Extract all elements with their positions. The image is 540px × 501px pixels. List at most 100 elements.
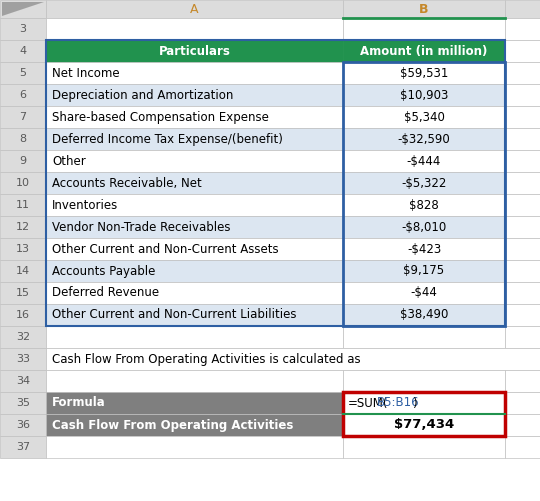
Text: 4: 4 — [19, 46, 26, 56]
Bar — [0, 414, 46, 436]
Bar — [505, 18, 540, 40]
Bar — [0, 84, 46, 106]
Bar — [46, 128, 343, 150]
Bar — [505, 40, 540, 62]
Text: 9: 9 — [19, 156, 26, 166]
Text: 14: 14 — [16, 266, 30, 276]
Text: Depreciation and Amortization: Depreciation and Amortization — [52, 89, 233, 102]
Text: 13: 13 — [16, 244, 30, 254]
Bar — [505, 106, 540, 128]
Text: Share-based Compensation Expense: Share-based Compensation Expense — [52, 111, 269, 124]
Text: -$5,322: -$5,322 — [401, 176, 447, 189]
Text: -$44: -$44 — [410, 287, 437, 300]
Text: 11: 11 — [16, 200, 30, 210]
Bar — [505, 62, 540, 84]
Bar — [0, 436, 46, 458]
Bar — [505, 84, 540, 106]
Bar — [505, 172, 540, 194]
Text: 3: 3 — [19, 24, 26, 34]
Bar — [343, 436, 505, 458]
Text: Other Current and Non-Current Liabilities: Other Current and Non-Current Liabilitie… — [52, 309, 296, 322]
Bar — [46, 62, 343, 84]
Text: Particulars: Particulars — [159, 45, 231, 58]
Bar — [46, 238, 343, 260]
Bar — [0, 392, 46, 414]
Bar — [343, 326, 505, 348]
Text: 34: 34 — [16, 376, 30, 386]
Bar — [0, 40, 46, 62]
Bar — [505, 0, 540, 18]
Text: 35: 35 — [16, 398, 30, 408]
Text: =SUM(: =SUM( — [348, 396, 388, 409]
Text: 16: 16 — [16, 310, 30, 320]
Bar — [505, 238, 540, 260]
Bar — [46, 348, 540, 370]
Bar — [343, 0, 505, 18]
Text: Cash Flow From Operating Activities: Cash Flow From Operating Activities — [52, 418, 293, 431]
Bar — [0, 282, 46, 304]
Text: $9,175: $9,175 — [403, 265, 444, 278]
Bar — [46, 216, 343, 238]
Bar — [46, 414, 343, 436]
Text: $77,434: $77,434 — [394, 418, 454, 431]
Bar — [343, 62, 505, 84]
Bar — [343, 40, 505, 62]
Text: Accounts Payable: Accounts Payable — [52, 265, 156, 278]
Bar — [343, 238, 505, 260]
Bar — [505, 216, 540, 238]
Text: Deferred Revenue: Deferred Revenue — [52, 287, 159, 300]
Text: Net Income: Net Income — [52, 67, 120, 80]
Text: A: A — [190, 3, 199, 16]
Text: 33: 33 — [16, 354, 30, 364]
Text: 6: 6 — [19, 90, 26, 100]
Bar — [343, 194, 505, 216]
Bar — [343, 392, 505, 414]
Bar — [0, 216, 46, 238]
Bar — [343, 18, 505, 40]
Text: Accounts Receivable, Net: Accounts Receivable, Net — [52, 176, 202, 189]
Bar — [343, 304, 505, 326]
Bar — [46, 84, 343, 106]
Bar — [46, 172, 343, 194]
Bar — [343, 282, 505, 304]
Text: Other: Other — [52, 154, 86, 167]
Bar — [505, 194, 540, 216]
Text: $38,490: $38,490 — [400, 309, 448, 322]
Text: -$8,010: -$8,010 — [401, 220, 447, 233]
Bar — [46, 150, 343, 172]
Text: 12: 12 — [16, 222, 30, 232]
Bar — [0, 370, 46, 392]
Bar — [46, 370, 343, 392]
Bar — [0, 260, 46, 282]
Text: $10,903: $10,903 — [400, 89, 448, 102]
Bar — [343, 370, 505, 392]
Bar — [505, 414, 540, 436]
Bar — [0, 0, 46, 18]
Text: Deferred Income Tax Expense/(benefit): Deferred Income Tax Expense/(benefit) — [52, 132, 283, 145]
Bar — [0, 62, 46, 84]
Bar — [46, 326, 343, 348]
Bar — [0, 348, 46, 370]
Text: 7: 7 — [19, 112, 26, 122]
Bar — [46, 194, 343, 216]
Bar — [343, 216, 505, 238]
Text: 10: 10 — [16, 178, 30, 188]
Text: $828: $828 — [409, 198, 439, 211]
Text: Inventories: Inventories — [52, 198, 118, 211]
Text: $59,531: $59,531 — [400, 67, 448, 80]
Bar — [343, 62, 505, 326]
Text: $5,340: $5,340 — [403, 111, 444, 124]
Text: -$423: -$423 — [407, 242, 441, 256]
Bar — [46, 304, 343, 326]
Text: ): ) — [412, 396, 416, 409]
Bar — [0, 304, 46, 326]
Bar — [505, 260, 540, 282]
Bar — [0, 18, 46, 40]
Bar — [343, 84, 505, 106]
Bar — [0, 128, 46, 150]
Bar — [0, 326, 46, 348]
Text: Vendor Non-Trade Receivables: Vendor Non-Trade Receivables — [52, 220, 231, 233]
Bar — [505, 282, 540, 304]
Text: B: B — [419, 3, 429, 16]
Bar — [46, 0, 343, 18]
